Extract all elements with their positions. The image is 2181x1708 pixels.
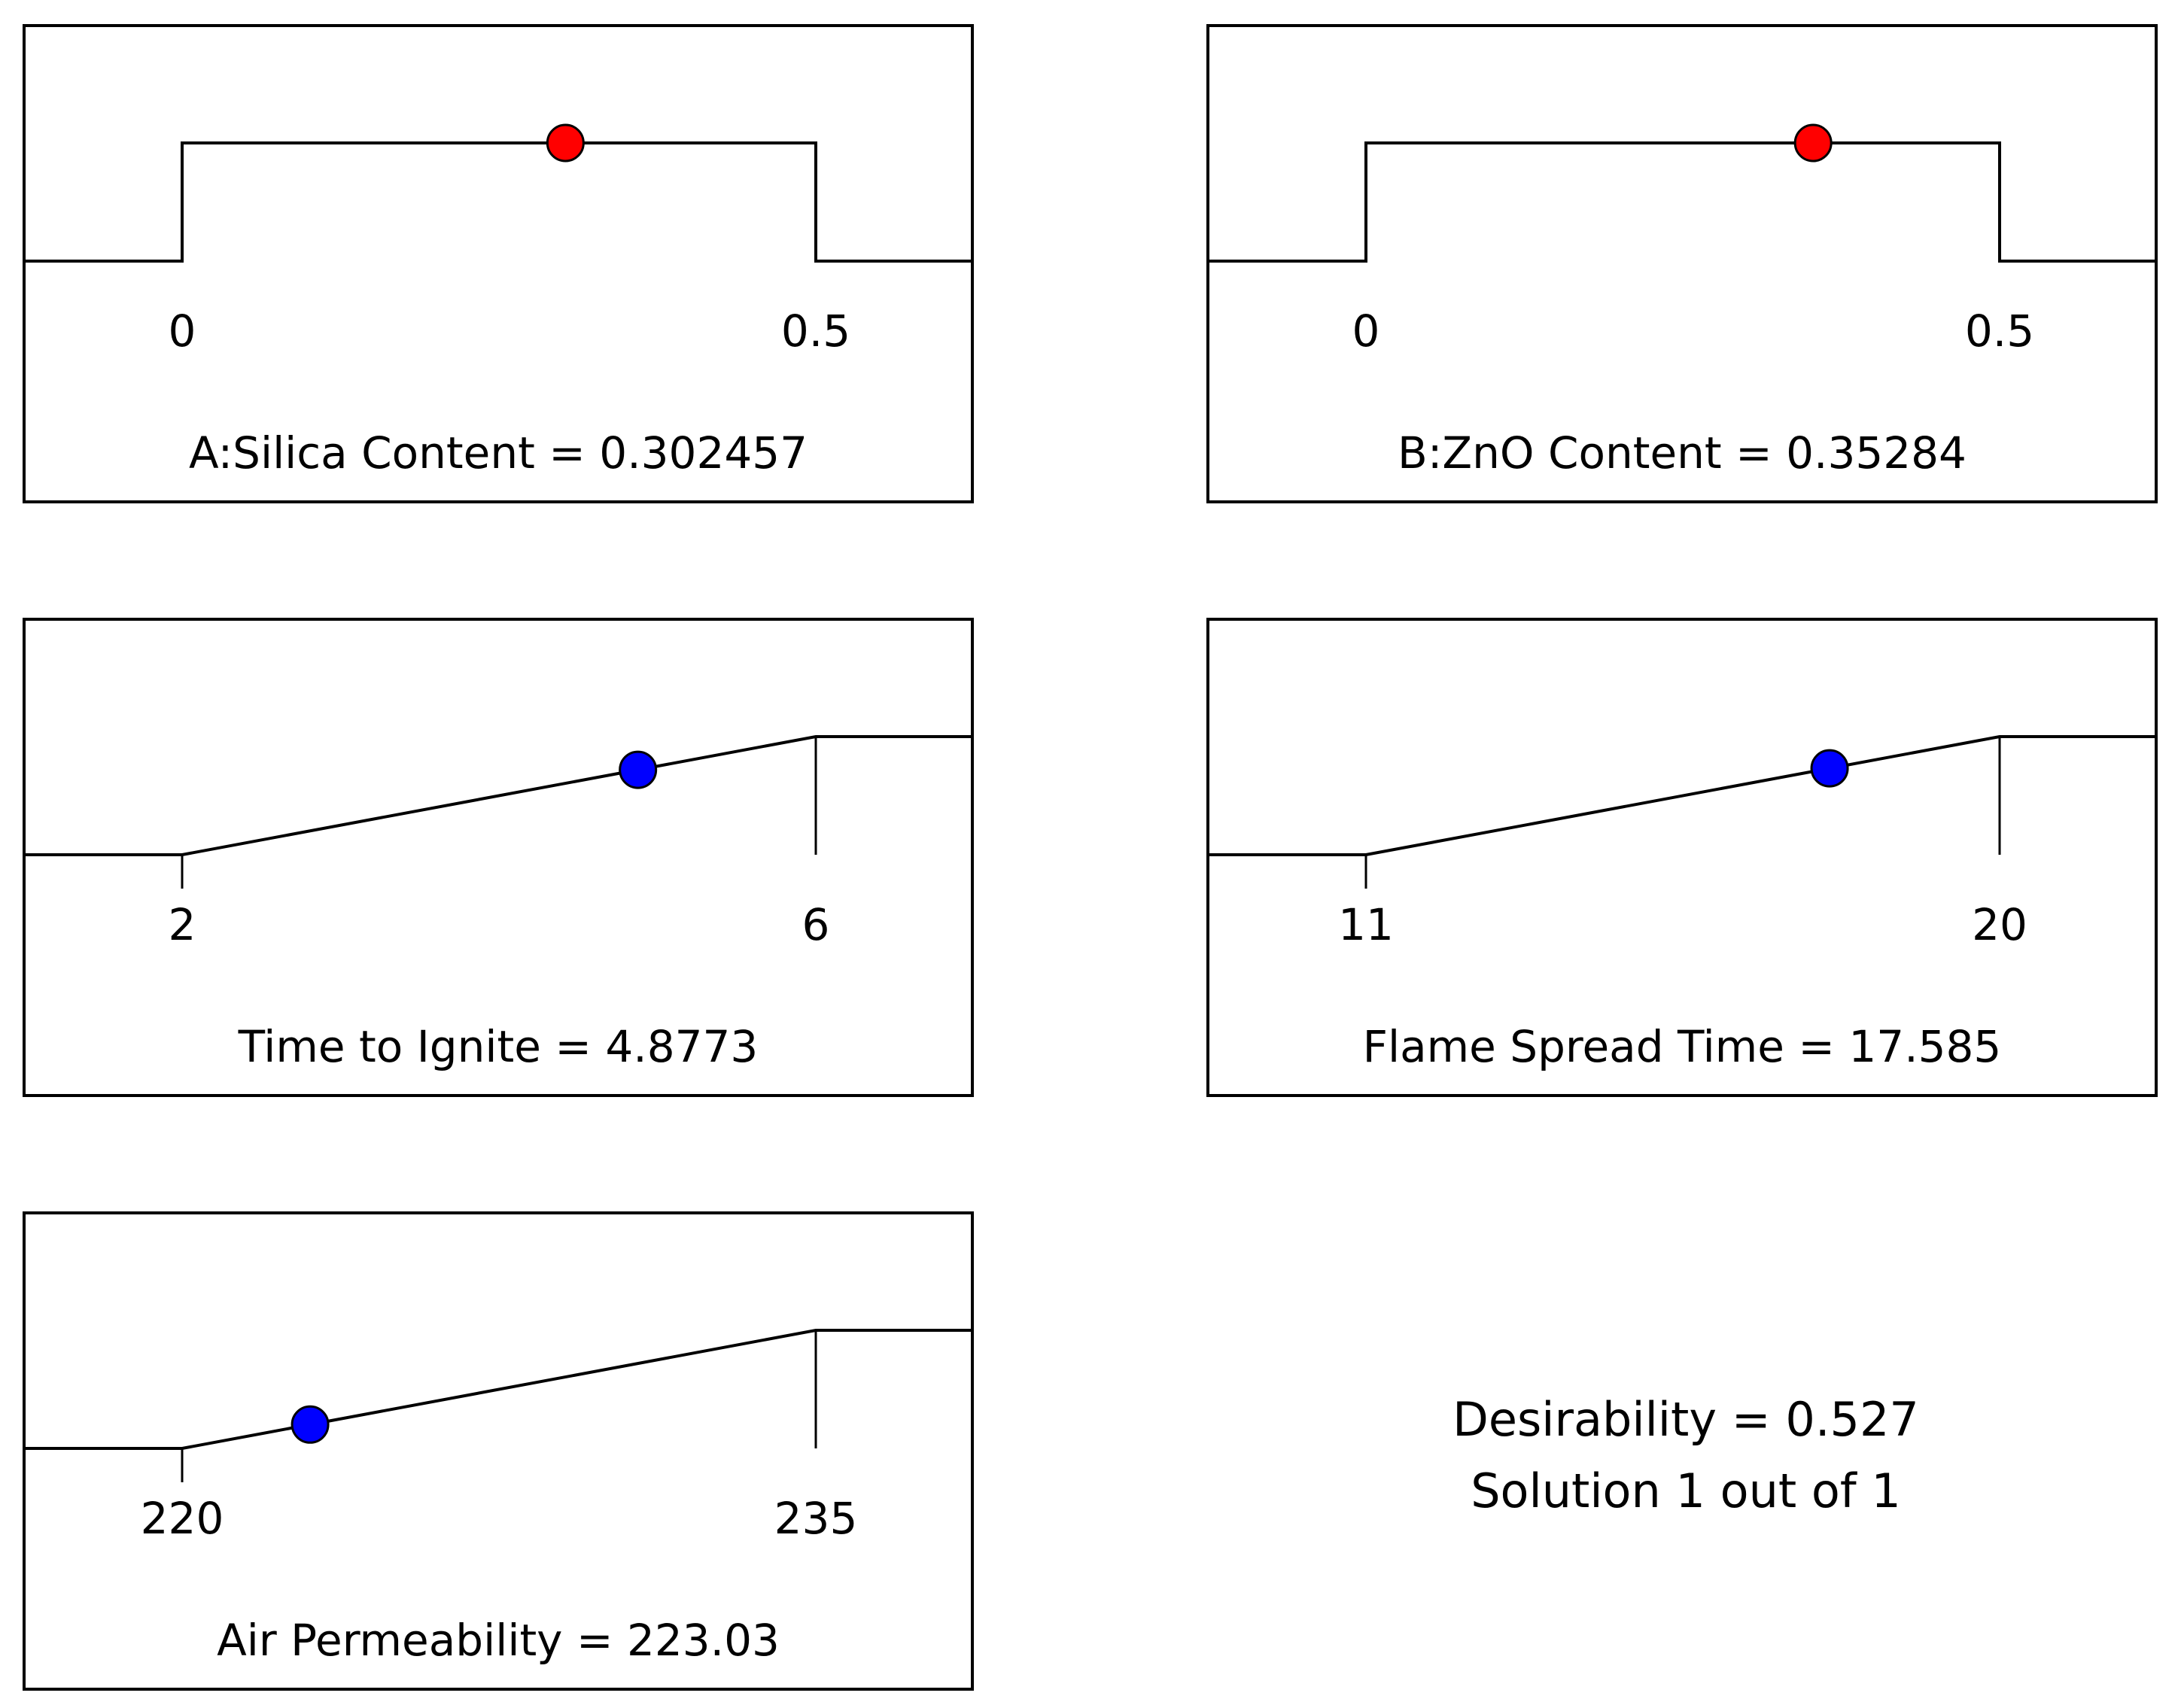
desirability-ramp	[24, 735, 972, 856]
factor-value-label: Air Permeability = 223.03	[217, 1615, 780, 1666]
high-limit-label: 0.5	[781, 305, 850, 357]
desirability-ramp	[1208, 141, 2156, 263]
high-limit-label: 6	[802, 899, 830, 950]
high-limit-label: 235	[774, 1493, 858, 1544]
current-value-marker	[1810, 749, 1849, 788]
factor-value-label: Flame Spread Time = 17.585	[1363, 1021, 2002, 1072]
panel-3: 2 6 Time to Ignite = 4.8773	[23, 618, 974, 1097]
desirability-ramp	[1208, 735, 2156, 856]
panels-layer: 0 0.5 A:Silica Content = 0.302457 0 0.5 B:ZnO…	[23, 24, 2158, 1691]
panel-5: 220 235 Air Permeability = 223.03	[23, 1211, 974, 1691]
panel-frame	[23, 618, 974, 1097]
panel-2: 0 0.5 B:ZnO Content = 0.35284	[1206, 24, 2158, 503]
desirability-ramp	[24, 1329, 972, 1450]
factor-value-label: A:Silica Content = 0.302457	[189, 427, 808, 479]
current-value-marker	[546, 123, 585, 163]
high-limit-label: 20	[1972, 899, 2027, 950]
solution-text: Solution 1 out of 1	[1471, 1463, 1901, 1518]
panel-frame	[23, 24, 974, 503]
low-limit-label: 0	[169, 305, 196, 357]
low-limit-label: 220	[141, 1493, 224, 1544]
desirability-ramp	[24, 141, 972, 263]
low-limit-label: 2	[169, 899, 196, 950]
desirability-text: Desirability = 0.527	[1452, 1392, 1919, 1447]
current-value-marker	[290, 1405, 330, 1444]
low-limit-label: 0	[1352, 305, 1380, 357]
panel-1: 0 0.5 A:Silica Content = 0.302457	[23, 24, 974, 503]
high-limit-label: 0.5	[1965, 305, 2034, 357]
current-value-marker	[1793, 123, 1833, 163]
low-limit-label: 11	[1338, 899, 1394, 950]
panel-4: 11 20 Flame Spread Time = 17.585	[1206, 618, 2158, 1097]
factor-value-label: Time to Ignite = 4.8773	[238, 1021, 759, 1072]
factor-value-label: B:ZnO Content = 0.35284	[1398, 427, 1967, 479]
panel-frame	[1206, 24, 2158, 503]
current-value-marker	[619, 750, 658, 789]
